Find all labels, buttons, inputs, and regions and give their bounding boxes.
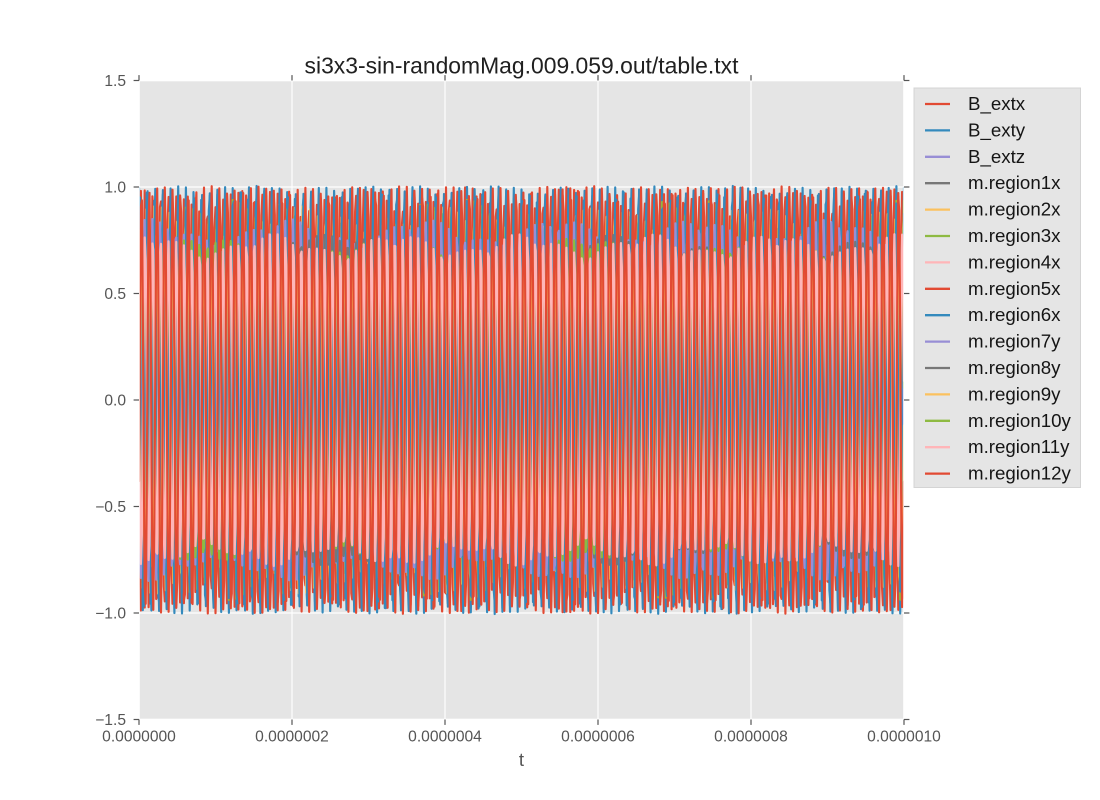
svg-text:B_extz: B_extz <box>968 146 1025 168</box>
svg-text:0.0000002: 0.0000002 <box>255 729 329 746</box>
svg-text:1.0: 1.0 <box>104 179 126 196</box>
svg-text:m.region10y: m.region10y <box>968 410 1071 431</box>
svg-text:−0.5: −0.5 <box>95 499 126 516</box>
svg-text:0.0000006: 0.0000006 <box>561 729 635 746</box>
svg-text:m.region5x: m.region5x <box>968 278 1061 299</box>
svg-text:m.region1x: m.region1x <box>968 172 1061 193</box>
svg-text:B_exty: B_exty <box>968 119 1026 141</box>
svg-text:m.region6x: m.region6x <box>968 304 1061 325</box>
svg-text:0.0000008: 0.0000008 <box>714 729 788 746</box>
svg-text:t: t <box>519 749 525 770</box>
svg-text:m.region9y: m.region9y <box>968 383 1061 404</box>
svg-text:si3x3-sin-randomMag.009.059.ou: si3x3-sin-randomMag.009.059.out/table.tx… <box>305 53 740 79</box>
svg-text:0.0000000: 0.0000000 <box>102 729 176 746</box>
svg-text:m.region3x: m.region3x <box>968 225 1061 246</box>
svg-text:0.5: 0.5 <box>104 286 126 303</box>
svg-text:m.region8y: m.region8y <box>968 357 1061 378</box>
svg-text:0.0000004: 0.0000004 <box>408 729 482 746</box>
svg-text:0.0: 0.0 <box>104 392 126 409</box>
svg-text:−1.0: −1.0 <box>95 605 126 622</box>
svg-text:B_extx: B_extx <box>968 93 1026 115</box>
svg-text:0.0000010: 0.0000010 <box>867 729 941 746</box>
svg-text:m.region11y: m.region11y <box>968 436 1070 457</box>
svg-text:m.region12y: m.region12y <box>968 463 1071 484</box>
svg-text:−1.5: −1.5 <box>95 712 126 729</box>
svg-text:m.region4x: m.region4x <box>968 251 1061 272</box>
svg-text:m.region2x: m.region2x <box>968 199 1061 220</box>
svg-text:1.5: 1.5 <box>104 73 126 90</box>
svg-text:m.region7y: m.region7y <box>968 331 1061 352</box>
